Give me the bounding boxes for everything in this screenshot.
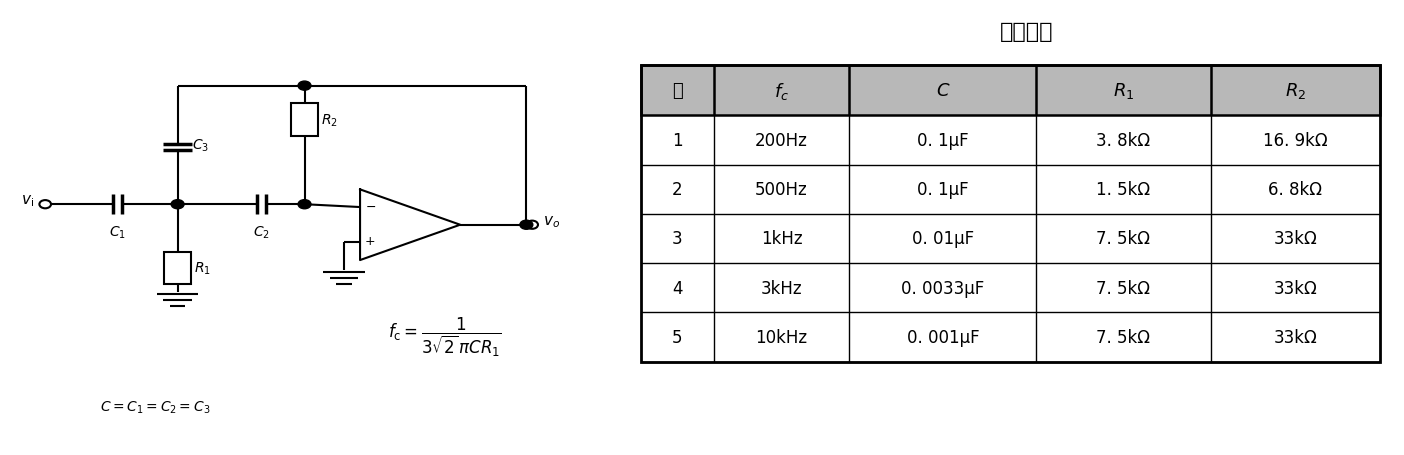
Text: $R_1$: $R_1$ (194, 260, 211, 277)
Text: 0. 1μF: 0. 1μF (917, 181, 969, 199)
Text: $f_{\rm c}{=}\dfrac{1}{3\sqrt{2}\,\pi C R_1}$: $f_{\rm c}{=}\dfrac{1}{3\sqrt{2}\,\pi C … (388, 315, 501, 358)
Circle shape (298, 82, 310, 91)
Text: 6. 8kΩ: 6. 8kΩ (1268, 181, 1323, 199)
Bar (642, 66, 1380, 116)
Text: 3kHz: 3kHz (761, 279, 802, 297)
Text: $-$: $-$ (365, 199, 376, 212)
Text: 7. 5kΩ: 7. 5kΩ (1097, 230, 1150, 248)
Text: 500Hz: 500Hz (755, 181, 807, 199)
Text: $C_1$: $C_1$ (110, 224, 126, 240)
Text: $f_c$: $f_c$ (774, 81, 789, 101)
Text: 10kHz: 10kHz (755, 328, 807, 346)
Bar (642, 66, 1380, 362)
Text: 33kΩ: 33kΩ (1273, 279, 1317, 297)
Text: 1: 1 (673, 131, 682, 150)
Text: 5: 5 (673, 328, 682, 346)
Text: 33kΩ: 33kΩ (1273, 328, 1317, 346)
Bar (291, 104, 319, 137)
Text: 2: 2 (673, 181, 682, 199)
Text: $C$: $C$ (935, 82, 951, 100)
Text: $+$: $+$ (364, 234, 375, 248)
Text: 4: 4 (673, 279, 682, 297)
Text: 1. 5kΩ: 1. 5kΩ (1097, 181, 1150, 199)
Circle shape (298, 200, 310, 209)
Text: 0. 001μF: 0. 001μF (907, 328, 979, 346)
Text: 7. 5kΩ: 7. 5kΩ (1097, 328, 1150, 346)
Text: $C_3$: $C_3$ (192, 137, 209, 154)
Text: 200Hz: 200Hz (755, 131, 807, 150)
Text: 3. 8kΩ: 3. 8kΩ (1097, 131, 1150, 150)
Text: $R_2$: $R_2$ (322, 112, 338, 129)
Text: 设计値例: 设计値例 (1000, 22, 1053, 42)
Circle shape (519, 221, 534, 230)
Text: $R_1$: $R_1$ (1113, 81, 1134, 101)
Text: 16. 9kΩ: 16. 9kΩ (1264, 131, 1328, 150)
Bar (164, 252, 191, 285)
Text: 例: 例 (673, 82, 682, 100)
Text: $R_2$: $R_2$ (1285, 81, 1306, 101)
Text: 7. 5kΩ: 7. 5kΩ (1097, 279, 1150, 297)
Text: 0. 1μF: 0. 1μF (917, 131, 969, 150)
Text: $C{=}C_1{=}C_2{=}C_3$: $C{=}C_1{=}C_2{=}C_3$ (100, 399, 211, 415)
Circle shape (171, 200, 184, 209)
Text: $v_{\rm i}$: $v_{\rm i}$ (21, 193, 34, 209)
Text: 0. 01μF: 0. 01μF (911, 230, 974, 248)
Text: $C_2$: $C_2$ (253, 224, 270, 240)
Text: 1kHz: 1kHz (761, 230, 802, 248)
Text: $v_o$: $v_o$ (543, 214, 560, 229)
Text: 0. 0033μF: 0. 0033μF (901, 279, 984, 297)
Text: 3: 3 (673, 230, 682, 248)
Text: 33kΩ: 33kΩ (1273, 230, 1317, 248)
